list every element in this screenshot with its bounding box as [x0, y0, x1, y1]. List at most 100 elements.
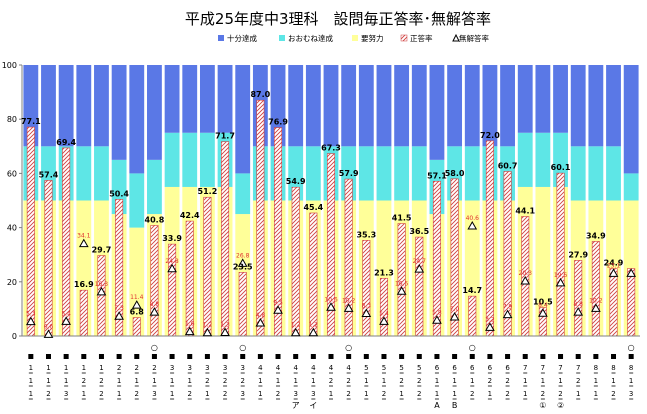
correct-rate-label: 45.4: [303, 203, 323, 212]
no-answer-label: 24.7: [413, 258, 427, 265]
band-jubun: [76, 65, 92, 147]
x-tick-label: 6 2 1: [487, 354, 493, 400]
x-tick-label: 1 1 1: [28, 354, 34, 400]
x-label-part: 1: [29, 390, 33, 398]
no-answer-label: 8.4: [538, 302, 548, 309]
no-answer-label: 23.1: [607, 262, 621, 269]
x-label-part: 1: [435, 390, 439, 398]
x-label-part: 1: [329, 390, 333, 398]
x-label-part: 1: [152, 377, 156, 385]
legend-swatch: [279, 35, 285, 41]
band-oomune: [129, 173, 145, 228]
x-tick-label: 1 1 2: [45, 354, 51, 400]
x-tick-label: 5 1 2: [381, 354, 387, 400]
x-label-part: 2: [346, 390, 350, 398]
x-label-part: 2: [276, 390, 280, 398]
x-tick-label: 8 1 2: [611, 354, 617, 400]
x-label-part: 1: [64, 364, 68, 372]
x-label-part: 1: [452, 390, 456, 398]
x-label-part: 2: [223, 377, 227, 385]
legend-item: おおむね達成: [279, 33, 333, 43]
x-label-part: 1: [594, 390, 598, 398]
no-answer-marker: [202, 327, 213, 337]
x-tick-label: 1 2 1: [81, 354, 87, 400]
correct-rate-bar: [26, 126, 35, 337]
no-answer-marker: [502, 309, 513, 319]
x-label-part: 2: [611, 390, 615, 398]
no-answer-marker: [220, 327, 230, 336]
correct-rate-bar: [344, 178, 353, 337]
band-jubun: [535, 65, 551, 133]
y-tick-label: 40: [7, 224, 17, 233]
correct-rate-label: 27.9: [568, 250, 588, 259]
x-label-square: [222, 354, 228, 359]
x-label-part: 3: [293, 390, 297, 398]
x-label-part: 4: [276, 364, 281, 372]
x-label-part: 7: [541, 364, 545, 372]
x-label-part: 1: [188, 377, 192, 385]
x-label-sub: ア: [292, 401, 300, 410]
x-label-square: [381, 354, 387, 359]
x-label-part: 4: [346, 364, 351, 372]
correct-rate-bar: [309, 212, 318, 337]
x-tick-label: 4 1 2: [275, 354, 281, 400]
no-answer-marker: [43, 329, 54, 338]
band-jubun: [623, 65, 639, 174]
correct-rate-label: 35.3: [356, 230, 376, 239]
x-label-sub: A: [434, 401, 440, 410]
no-answer-label: 19.6: [554, 272, 568, 279]
x-label-sub: イ: [309, 401, 317, 410]
y-tick-label: 100: [2, 61, 17, 70]
no-answer-label: 10.2: [342, 297, 356, 304]
no-answer-marker: [396, 286, 407, 295]
x-label-mark: ○: [345, 343, 352, 352]
x-label-part: 1: [541, 377, 545, 385]
band-jubun: [217, 65, 233, 133]
no-answer-marker: [573, 307, 584, 316]
band-oomune: [464, 146, 480, 201]
correct-rate-label: 58.0: [445, 169, 465, 178]
x-label-part: 1: [452, 377, 456, 385]
no-answer-marker: [131, 300, 142, 309]
x-label-square: [293, 354, 299, 359]
x-label-part: 1: [311, 377, 315, 385]
no-answer-marker: [184, 326, 195, 336]
band-jubun: [270, 65, 286, 147]
no-answer-label: 1.3: [220, 321, 230, 328]
x-label-part: 2: [205, 377, 209, 385]
correct-rate-label: 42.4: [180, 211, 200, 220]
x-label-part: 1: [558, 377, 562, 385]
band-oomune: [535, 132, 551, 187]
band-jubun: [358, 65, 374, 147]
x-tick-label: 2 1 2: [134, 354, 140, 400]
x-label-part: 3: [311, 390, 315, 398]
no-answer-marker: [414, 264, 425, 273]
correct-rate-label: 6.8: [130, 308, 145, 317]
x-label-part: 2: [117, 364, 121, 372]
x-tick-label: 7 1 1: [522, 354, 528, 400]
correct-rate-label: 16.9: [74, 280, 94, 289]
correct-rate-label: 76.9: [268, 118, 288, 127]
x-label-part: 5: [399, 364, 403, 372]
band-jubun: [23, 65, 39, 147]
legend: 十分達成 おおむね達成 要努力 正答率 無解答率: [218, 33, 489, 43]
x-label-part: 2: [346, 377, 350, 385]
x-label-part: 1: [205, 390, 209, 398]
band-oomune: [517, 132, 533, 187]
y-tick-label: 0: [12, 332, 17, 341]
correct-rate-bar: [79, 289, 88, 337]
x-label-square: [575, 354, 581, 359]
legend-label: 要努力: [361, 33, 384, 43]
correct-rate-label: 40.8: [145, 215, 165, 224]
y-tick-label: 60: [7, 169, 17, 178]
x-tick-label: 7 1 2 ②: [557, 354, 564, 410]
x-label-part: 1: [576, 390, 580, 398]
legend-triangle-marker: [452, 33, 460, 42]
no-answer-label: 10.2: [589, 297, 603, 304]
y-tick-label: 20: [7, 278, 17, 287]
correct-rate-label: 23.5: [233, 262, 253, 271]
x-tick-label: ○ 3 2 3: [239, 343, 246, 400]
band-jubun: [111, 65, 127, 160]
band-jubun: [376, 65, 392, 147]
x-label-square: [98, 354, 104, 359]
